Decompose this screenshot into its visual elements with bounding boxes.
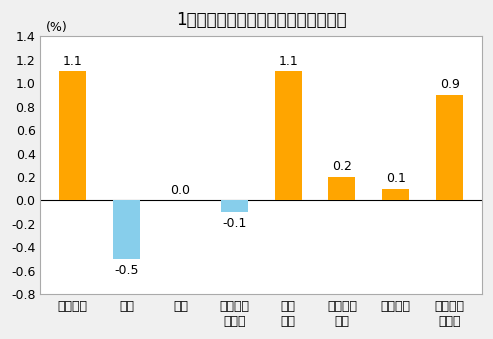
Text: 1.1: 1.1	[63, 55, 83, 68]
Bar	[59, 72, 86, 200]
Text: 0.0: 0.0	[171, 184, 190, 197]
Title: 1月份居民消费价格分类别环比涨跌幅: 1月份居民消费价格分类别环比涨跌幅	[176, 11, 347, 29]
Text: 0.2: 0.2	[332, 160, 352, 174]
Text: (%): (%)	[46, 21, 68, 34]
Bar	[436, 95, 463, 200]
Bar	[113, 200, 140, 259]
Bar	[328, 177, 355, 200]
Bar	[221, 200, 247, 212]
Text: 0.1: 0.1	[386, 172, 406, 185]
Text: 1.1: 1.1	[278, 55, 298, 68]
Bar	[275, 72, 302, 200]
Text: -0.5: -0.5	[114, 264, 139, 277]
Text: -0.1: -0.1	[222, 217, 246, 230]
Bar	[382, 189, 409, 200]
Text: 0.9: 0.9	[440, 78, 459, 92]
